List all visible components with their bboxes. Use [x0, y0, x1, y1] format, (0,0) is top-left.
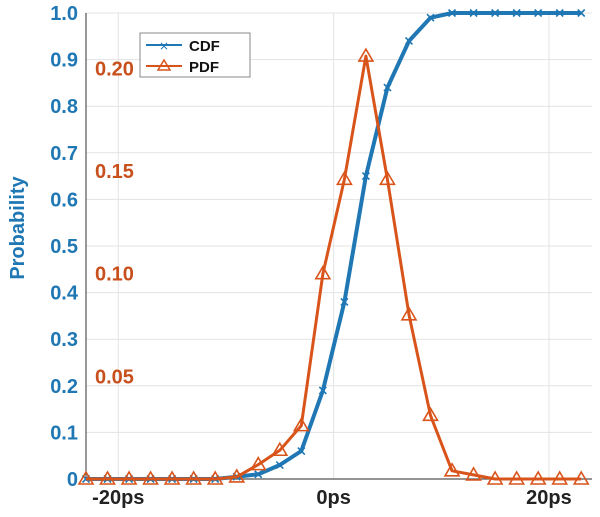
cdf-point	[297, 446, 306, 456]
y-tick-label: 0.1	[50, 422, 78, 444]
cdf-point	[361, 172, 370, 181]
pdf-axis-tick-label: 0.20	[95, 58, 134, 80]
cdf-point	[254, 470, 263, 479]
cdf-point	[491, 8, 500, 18]
y-tick-label: 0.9	[50, 50, 78, 72]
y-tick-label: 0.2	[50, 376, 78, 398]
legend-cdf-label: CDF	[189, 38, 220, 55]
pdf-point	[206, 470, 224, 485]
tick-labels: 0 0.1 0.2 0.3 0.4 0.5 0.6 0.7 0.8 0.9 1.0 -20ps 0ps 2…	[50, 3, 572, 509]
pdf-point	[379, 170, 396, 186]
y-tick-label: 0.8	[50, 96, 78, 118]
y-tick-label: 0	[67, 469, 78, 491]
series-layer	[77, 8, 590, 485]
grid	[86, 12, 592, 480]
pdf-point	[120, 470, 138, 485]
x-tick-label: 0ps	[316, 487, 350, 509]
pdf-point	[142, 470, 159, 485]
pdf-point	[357, 47, 375, 62]
y-tick-label: 0.7	[50, 143, 78, 165]
cdf-point	[534, 8, 543, 18]
pdf-point	[486, 470, 504, 485]
pdf-point	[77, 470, 95, 485]
pdf-point	[271, 441, 289, 457]
legend-pdf-label: PDF	[189, 59, 219, 76]
pdf-point	[465, 466, 482, 481]
pdf-point	[422, 406, 439, 422]
cdf-point	[555, 8, 564, 18]
y-tick-label: 0.5	[50, 236, 78, 258]
y-tick-label: 0.4	[50, 283, 79, 305]
pdf-axis-tick-label: 0.05	[95, 366, 134, 388]
cdf-point	[426, 13, 435, 22]
x-tick-label: -20ps	[92, 487, 144, 509]
pdf-axis-tick-label: 0.15	[95, 161, 134, 183]
cdf-point	[383, 83, 392, 92]
legend-cdf-marker: ×	[159, 39, 169, 53]
y-tick-label: 0.3	[50, 329, 78, 351]
pdf-point	[551, 470, 569, 485]
pdf-point	[335, 170, 353, 186]
pdf-point	[249, 456, 267, 471]
pdf-point	[99, 470, 116, 485]
cdf-point	[340, 297, 349, 306]
cdf-point	[577, 8, 586, 18]
legend: × CDF PDF	[139, 32, 251, 78]
cdf-point	[512, 8, 521, 18]
cdf-point	[275, 460, 284, 470]
pdf-axis-tick-label: 0.10	[95, 264, 134, 286]
cdf-point	[447, 8, 457, 18]
pdf-point	[314, 265, 332, 280]
legend-pdf-marker	[156, 58, 172, 71]
cdf-point	[318, 386, 327, 395]
pdf-point	[443, 462, 461, 477]
x-tick-label: 20ps	[526, 487, 572, 509]
pdf-point	[400, 306, 418, 321]
y-axis-label: Probability	[7, 175, 29, 279]
pdf-point	[185, 470, 203, 485]
pdf-point	[228, 468, 246, 483]
cdf-point	[469, 8, 478, 18]
pdf-point	[292, 417, 310, 432]
y-tick-label: 1.0	[50, 3, 78, 25]
pdf-point	[508, 470, 526, 485]
pdf-point	[572, 470, 590, 485]
pdf-point	[163, 470, 181, 485]
pdf-point	[529, 470, 547, 485]
y-tick-label: 0.6	[50, 189, 78, 211]
cdf-point	[404, 36, 414, 46]
